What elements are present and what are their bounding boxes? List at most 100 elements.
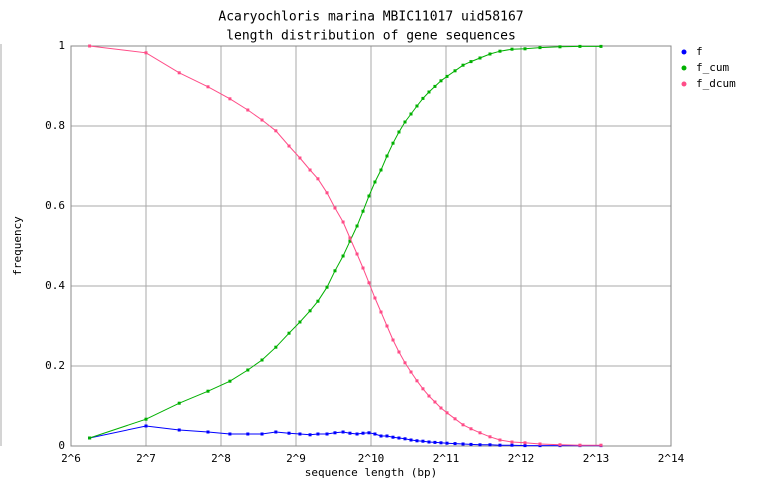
point <box>415 439 419 443</box>
point <box>206 430 210 434</box>
point <box>397 436 401 440</box>
point <box>403 120 407 124</box>
point <box>478 443 482 447</box>
point <box>445 411 449 415</box>
point <box>391 435 395 439</box>
point <box>308 168 312 172</box>
point <box>433 84 437 88</box>
point <box>287 331 291 335</box>
point <box>427 90 431 94</box>
point <box>260 358 264 362</box>
point <box>298 432 302 436</box>
y-tick-label: 0 <box>58 439 65 452</box>
point <box>228 379 232 383</box>
point <box>228 432 232 436</box>
point <box>488 443 492 447</box>
y-tick-label: 0.6 <box>45 199 65 212</box>
point <box>469 427 473 431</box>
point <box>333 206 337 210</box>
point <box>538 442 542 446</box>
point <box>538 46 542 50</box>
point <box>427 440 431 444</box>
point <box>498 49 502 53</box>
point <box>461 442 465 446</box>
point <box>246 368 250 372</box>
point <box>433 400 437 404</box>
point <box>325 285 329 289</box>
point <box>274 430 278 434</box>
point <box>478 431 482 435</box>
chart-subtitle: length distribution of gene sequences <box>226 29 516 44</box>
point <box>246 432 250 436</box>
point <box>341 220 345 224</box>
point <box>439 79 443 83</box>
point <box>367 281 371 285</box>
point <box>578 44 582 48</box>
point <box>409 438 413 442</box>
point <box>523 47 527 51</box>
point <box>361 209 365 213</box>
point <box>367 194 371 198</box>
point <box>385 434 389 438</box>
legend-marker <box>681 65 687 71</box>
legend-label: f <box>696 45 703 58</box>
x-tick-label: 2^12 <box>508 452 535 465</box>
point <box>439 441 443 445</box>
point <box>298 320 302 324</box>
x-tick-label: 2^10 <box>358 452 385 465</box>
y-tick-label: 0.2 <box>45 359 65 372</box>
point <box>391 338 395 342</box>
point <box>287 144 291 148</box>
point <box>316 432 320 436</box>
point <box>177 428 181 432</box>
point <box>355 224 359 228</box>
point <box>228 97 232 101</box>
point <box>274 129 278 133</box>
x-tick-label: 2^8 <box>211 452 231 465</box>
point <box>538 444 542 448</box>
point <box>461 423 465 427</box>
point <box>403 437 407 441</box>
legend-marker <box>681 49 687 55</box>
point <box>409 370 413 374</box>
x-tick-label: 2^11 <box>433 452 460 465</box>
point <box>88 436 92 440</box>
point <box>325 191 329 195</box>
point <box>144 424 148 428</box>
point <box>433 440 437 444</box>
legend-label: f_cum <box>696 61 729 74</box>
point <box>206 389 210 393</box>
point <box>469 442 473 446</box>
point <box>397 350 401 354</box>
y-axis-label: frequency <box>11 216 24 276</box>
x-tick-label: 2^6 <box>61 452 81 465</box>
point <box>510 47 514 51</box>
point <box>373 180 377 184</box>
point <box>206 85 210 89</box>
point <box>316 177 320 181</box>
point <box>415 379 419 383</box>
point <box>348 239 352 243</box>
point <box>421 387 425 391</box>
point <box>361 266 365 270</box>
point <box>510 440 514 444</box>
point <box>409 112 413 116</box>
point <box>308 433 312 437</box>
x-tick-label: 2^9 <box>286 452 306 465</box>
point <box>385 154 389 158</box>
point <box>260 432 264 436</box>
point <box>373 432 377 436</box>
x-tick-label: 2^13 <box>583 452 610 465</box>
point <box>523 444 527 448</box>
point <box>578 443 582 447</box>
series-line <box>89 425 601 447</box>
point <box>177 71 181 75</box>
point <box>478 56 482 60</box>
point <box>461 63 465 67</box>
point <box>558 45 562 49</box>
point <box>439 406 443 410</box>
point <box>498 438 502 442</box>
point <box>325 432 329 436</box>
point <box>308 309 312 313</box>
